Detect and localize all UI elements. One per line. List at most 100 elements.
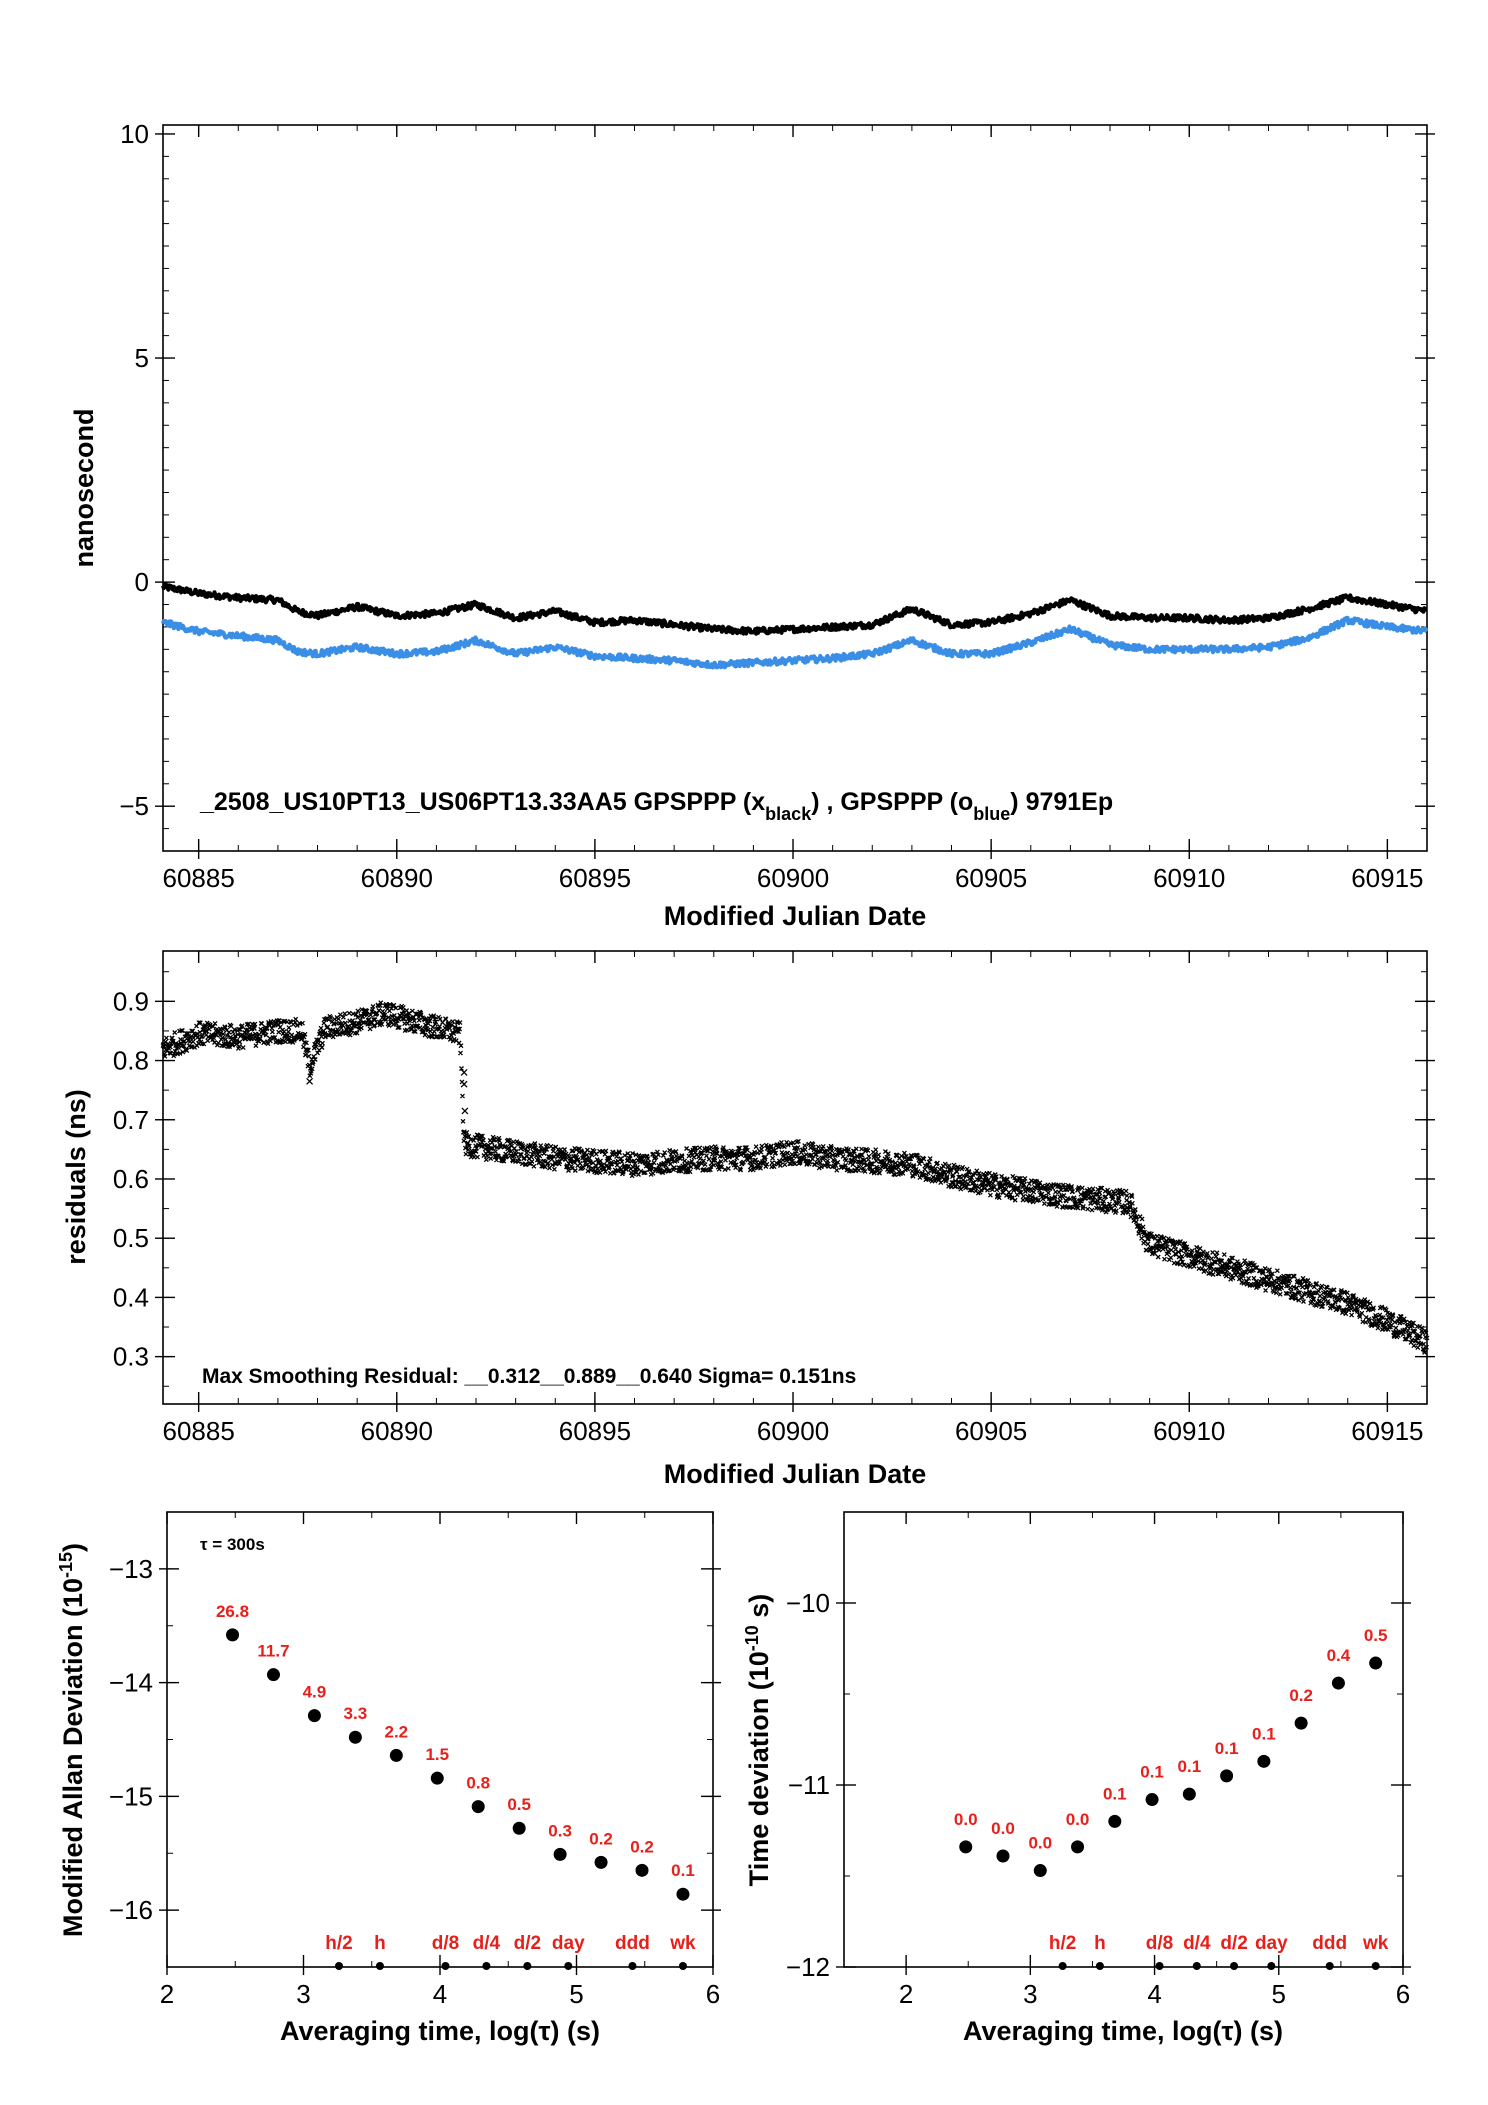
tdev-y-axis-title: Time deviation (10-10 s) bbox=[742, 1594, 774, 1887]
phase-annotation-suffix: ) 9791Ep bbox=[1010, 788, 1113, 816]
phase-panel: 60885 60890 60895 60900 60905 60910 60915 −5 0 5 1… bbox=[69, 119, 1435, 931]
tdev-x-tick-label: 5 bbox=[1272, 1979, 1286, 2009]
residuals-y-tick-label: 0.9 bbox=[113, 986, 149, 1016]
phase-x-tick-label: 60900 bbox=[757, 863, 829, 893]
tdev-marker-label: d/4 bbox=[1183, 1933, 1211, 1954]
tdev-y-tick-label: −12 bbox=[786, 1952, 830, 1982]
mdev-point bbox=[553, 1847, 567, 1861]
mdev-marker-dot bbox=[628, 1962, 637, 1970]
tdev-series: 0.0 0.0 0.0 0.0 0.1 0.1 0.1 0.1 0.1 0.2 0.4 0.5 h/2 h… bbox=[954, 1626, 1389, 1970]
mdev-y-tick-label: −16 bbox=[109, 1895, 153, 1925]
phase-y-tick-label: 5 bbox=[135, 343, 149, 373]
tdev-point bbox=[959, 1840, 973, 1854]
tdev-marker-label: ddd bbox=[1312, 1933, 1347, 1954]
phase-x-tick-label: 60885 bbox=[163, 863, 235, 893]
tdev-point-label: 0.0 bbox=[954, 1810, 978, 1829]
mdev-point-label: 0.5 bbox=[507, 1795, 531, 1814]
residuals-x-tick-label: 60895 bbox=[559, 1416, 631, 1446]
tdev-x-axis-title: Averaging time, log(τ) (s) bbox=[963, 2016, 1283, 2046]
mdev-marker-dot bbox=[441, 1962, 450, 1970]
tdev-point-label: 0.1 bbox=[1215, 1739, 1239, 1758]
tdev-point bbox=[1071, 1840, 1085, 1854]
tdev-point bbox=[1033, 1864, 1047, 1878]
residuals-y-tick-label: 0.6 bbox=[113, 1164, 149, 1194]
residuals-annotation: Max Smoothing Residual: __0.312__0.889__… bbox=[202, 1365, 856, 1388]
tdev-y-axis-title-main: Time deviation (10 bbox=[744, 1651, 774, 1886]
mdev-point bbox=[635, 1863, 649, 1877]
tdev-marker-label: d/2 bbox=[1220, 1933, 1247, 1954]
residuals-x-tick-label: 60915 bbox=[1351, 1416, 1423, 1446]
tdev-point-label: 0.0 bbox=[991, 1819, 1015, 1838]
tdev-x-tick-label: 4 bbox=[1147, 1979, 1161, 2009]
mdev-point-label: 0.3 bbox=[548, 1821, 572, 1840]
mdev-x-tick-label: 5 bbox=[569, 1979, 583, 2009]
tdev-point-label: 0.5 bbox=[1364, 1626, 1388, 1645]
phase-series-blue-line bbox=[161, 615, 1429, 670]
mdev-point-label: 0.2 bbox=[589, 1829, 613, 1848]
tdev-marker-dot bbox=[1230, 1962, 1239, 1970]
mdev-marker-label: h bbox=[374, 1933, 386, 1954]
phase-annotation-sub-blue: blue bbox=[973, 804, 1010, 824]
mdev-marker-label: ddd bbox=[615, 1933, 650, 1954]
mdev-point bbox=[512, 1821, 526, 1835]
mdev-marker-label: h/2 bbox=[325, 1933, 352, 1954]
residuals-y-tick-label: 0.4 bbox=[113, 1282, 149, 1312]
mdev-point-label: 1.5 bbox=[425, 1745, 449, 1764]
mdev-marker-label: d/2 bbox=[514, 1933, 541, 1954]
phase-annotation-prefix: _2508_US10PT13_US06PT13.33AA5 GPSPPP (x bbox=[199, 788, 765, 816]
tdev-y-tick-label: −11 bbox=[788, 1770, 830, 1800]
tdev-point bbox=[1294, 1716, 1308, 1730]
tdev-point-label: 0.0 bbox=[1066, 1810, 1090, 1829]
residuals-y-axis-title: residuals (ns) bbox=[61, 1089, 91, 1265]
tdev-marker-label: day bbox=[1255, 1933, 1288, 1954]
mdev-x-tick-label: 4 bbox=[433, 1979, 447, 2009]
tdev-marker-dot bbox=[1371, 1962, 1380, 1970]
tdev-point bbox=[996, 1849, 1010, 1863]
tdev-marker-dot bbox=[1267, 1962, 1276, 1970]
residuals-x-tick-label: 60900 bbox=[757, 1416, 829, 1446]
residuals-ticks: 60885 60890 60895 60900 60905 60910 60915 0.3 0.… bbox=[113, 951, 1435, 1446]
mdev-marker-dot bbox=[482, 1962, 491, 1970]
mdev-y-tick-label: −13 bbox=[109, 1554, 153, 1584]
phase-x-tick-label: 60895 bbox=[559, 863, 631, 893]
mdev-point-label: 2.2 bbox=[384, 1722, 408, 1741]
mdev-point-label: 11.7 bbox=[257, 1642, 289, 1661]
mdev-point-label: 0.8 bbox=[466, 1774, 490, 1793]
mdev-y-axis-title: Modified Allan Deviation (10-15) bbox=[56, 1543, 88, 1937]
mdev-point bbox=[471, 1800, 485, 1814]
tdev-ticks: 2 3 4 5 6 −12 −11 −10 bbox=[786, 1511, 1411, 2009]
tdev-marker-dot bbox=[1155, 1962, 1164, 1970]
mdev-marker-dot bbox=[678, 1962, 687, 1970]
tdev-point bbox=[1145, 1793, 1159, 1807]
mdev-point bbox=[226, 1628, 240, 1642]
phase-annotation-middle: ) , GPSPPP (o bbox=[811, 788, 973, 816]
mdev-marker-label: wk bbox=[669, 1933, 696, 1954]
tdev-marker-dot bbox=[1095, 1962, 1104, 1970]
tdev-point-label: 0.1 bbox=[1178, 1757, 1202, 1776]
mdev-point bbox=[307, 1709, 321, 1723]
mdev-marker-label: d/8 bbox=[432, 1933, 459, 1954]
tdev-point bbox=[1182, 1787, 1196, 1801]
phase-ticks: 60885 60890 60895 60900 60905 60910 60915 −5 0 5 1… bbox=[119, 119, 1435, 893]
mdev-y-tick-label: −15 bbox=[109, 1781, 153, 1811]
tdev-panel: 2 3 4 5 6−12−11−10 0.0 0.00.00.00.10.1 0.10.10… bbox=[742, 1511, 1411, 2046]
mdev-point-label: 0.1 bbox=[671, 1861, 695, 1880]
tdev-marker-dot bbox=[1058, 1962, 1067, 1970]
residuals-x-tick-label: 60910 bbox=[1153, 1416, 1225, 1446]
mdev-marker-dot bbox=[334, 1962, 343, 1970]
residuals-y-tick-label: 0.8 bbox=[113, 1046, 149, 1076]
tdev-point bbox=[1257, 1754, 1271, 1768]
mdev-series: 26.8 11.7 4.9 3.3 2.2 1.5 0.8 0.5 0.3 0.2 0.2 0.1 h/… bbox=[216, 1602, 696, 1970]
mdev-x-axis-title: Averaging time, log(τ) (s) bbox=[280, 2016, 600, 2046]
mdev-marker-dot bbox=[564, 1962, 573, 1970]
tdev-point bbox=[1369, 1656, 1383, 1670]
tdev-point bbox=[1108, 1814, 1122, 1828]
mdev-point bbox=[266, 1668, 280, 1682]
phase-y-tick-label: 10 bbox=[120, 119, 149, 149]
mdev-point bbox=[430, 1771, 444, 1785]
phase-y-axis-title: nanosecond bbox=[69, 408, 99, 567]
mdev-point bbox=[389, 1748, 403, 1762]
mdev-x-tick-label: 6 bbox=[706, 1979, 720, 2009]
